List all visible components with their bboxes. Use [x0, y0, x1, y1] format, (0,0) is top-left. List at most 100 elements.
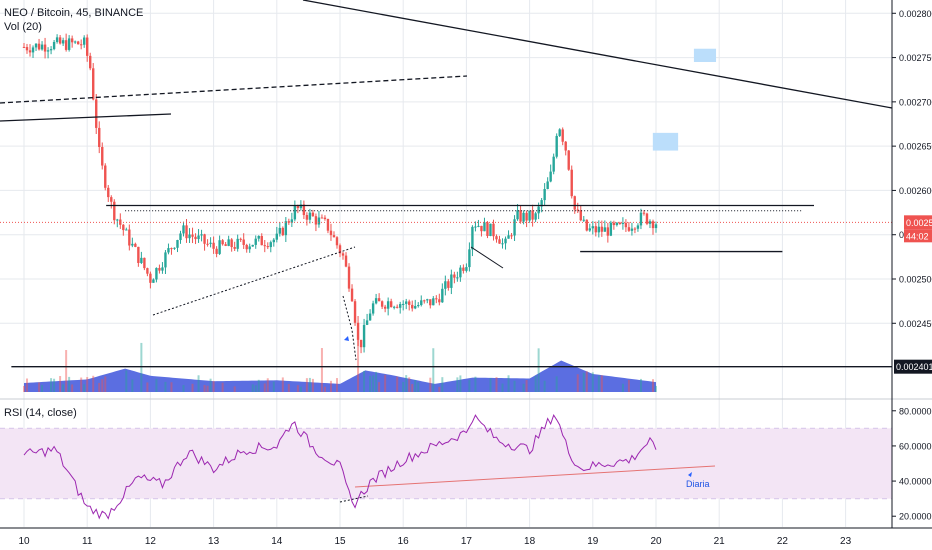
candle-body — [173, 247, 176, 249]
candle-body — [164, 252, 167, 268]
highlight-box[interactable] — [693, 48, 717, 62]
candle-body — [79, 44, 83, 46]
candle-body — [64, 40, 68, 50]
pattern-line[interactable] — [470, 246, 504, 269]
symbol-title[interactable]: NEO / Bitcoin, 45, BINANCE — [4, 7, 144, 19]
volume-bar — [591, 372, 594, 392]
time-tick-label: 10 — [18, 536, 30, 547]
candle-body — [311, 212, 315, 217]
candle-body — [101, 146, 104, 166]
note-arrow-icon — [688, 472, 692, 477]
volume-bar — [101, 379, 104, 392]
time-tick-label: 22 — [777, 536, 789, 547]
time-tick-label: 12 — [145, 536, 157, 547]
candle-body — [594, 226, 598, 233]
volume-bar — [329, 380, 332, 392]
candle-body — [438, 299, 441, 303]
dashed-trendline[interactable] — [0, 75, 468, 104]
countdown-value: 44:02 — [906, 231, 929, 241]
candle-body — [648, 221, 652, 224]
last-price-value: 0.002564 — [906, 218, 932, 228]
volume-bar — [384, 374, 387, 392]
candle-body — [272, 239, 275, 243]
candle-body — [621, 222, 625, 225]
rising-support-line[interactable] — [152, 246, 356, 316]
highlight-box[interactable] — [652, 132, 679, 151]
volume-bar — [155, 378, 158, 392]
candle-body — [191, 234, 194, 237]
volume-bar — [335, 378, 338, 392]
candle-body — [389, 301, 393, 308]
candle-body — [233, 247, 236, 249]
candle-body — [326, 219, 330, 231]
candle-body — [278, 227, 282, 234]
rsi-trendline[interactable] — [354, 465, 716, 488]
candle-body — [104, 165, 107, 188]
candle-body — [411, 304, 414, 309]
candle-body — [444, 281, 447, 289]
drawing-tools[interactable]: Diaria — [0, 0, 893, 503]
volume-bar — [125, 370, 128, 392]
volume-bar — [375, 371, 378, 392]
rsi-line — [23, 414, 657, 520]
time-tick-label: 21 — [714, 536, 726, 547]
descending-trendline[interactable] — [302, 0, 893, 109]
candle-body — [392, 306, 396, 308]
volume-bar — [357, 332, 360, 392]
volume-indicator-label[interactable]: Vol (20) — [4, 21, 42, 33]
candle-body — [450, 274, 453, 288]
candle-body — [447, 281, 450, 288]
volume-bar — [474, 376, 477, 392]
time-tick-label: 15 — [334, 536, 346, 547]
volume-bar — [600, 375, 603, 392]
candle-body — [489, 223, 492, 237]
volume-bar — [456, 377, 459, 392]
rsi-indicator-label[interactable]: RSI (14, close) — [4, 407, 77, 419]
volume-bar — [372, 375, 375, 392]
candle-body — [314, 216, 318, 225]
candle-body — [182, 225, 185, 234]
candle-body — [549, 171, 552, 182]
candle-body — [22, 46, 26, 48]
candle-body — [230, 239, 233, 248]
candle-body — [28, 50, 32, 53]
volume-bar — [26, 378, 29, 392]
candle-body — [591, 226, 594, 229]
volume-bar — [655, 385, 657, 392]
candle-body — [149, 273, 152, 283]
candle-body — [43, 44, 47, 52]
candle-body — [302, 204, 306, 216]
candle-body — [522, 212, 525, 222]
candle-body — [76, 41, 80, 45]
volume-bar — [251, 384, 254, 392]
candle-body — [89, 55, 92, 69]
rsi-support-dotted[interactable] — [339, 495, 369, 503]
countdown-badge — [904, 229, 932, 243]
volume-bar — [68, 376, 71, 392]
candle-body — [134, 243, 137, 247]
volume-bar — [507, 375, 510, 392]
candle-body — [480, 225, 483, 232]
volume-bar — [299, 386, 302, 392]
candle-body — [221, 240, 224, 245]
volume-bar — [363, 370, 366, 392]
candle-body — [296, 205, 300, 209]
support-badge — [894, 359, 932, 374]
volume-bar — [146, 382, 149, 392]
candle-body — [329, 230, 333, 236]
candle-body — [627, 227, 631, 231]
candle-body — [128, 229, 131, 246]
candle-body — [269, 242, 272, 248]
volume-bar — [396, 376, 399, 392]
volume-bar — [104, 376, 107, 392]
volume-bar — [182, 385, 185, 392]
candle-body — [435, 298, 438, 300]
volume-bar — [495, 377, 498, 392]
candle-body — [290, 219, 294, 223]
short-trendline[interactable] — [0, 113, 172, 122]
candle-body — [456, 277, 459, 279]
candle-body — [582, 219, 585, 221]
